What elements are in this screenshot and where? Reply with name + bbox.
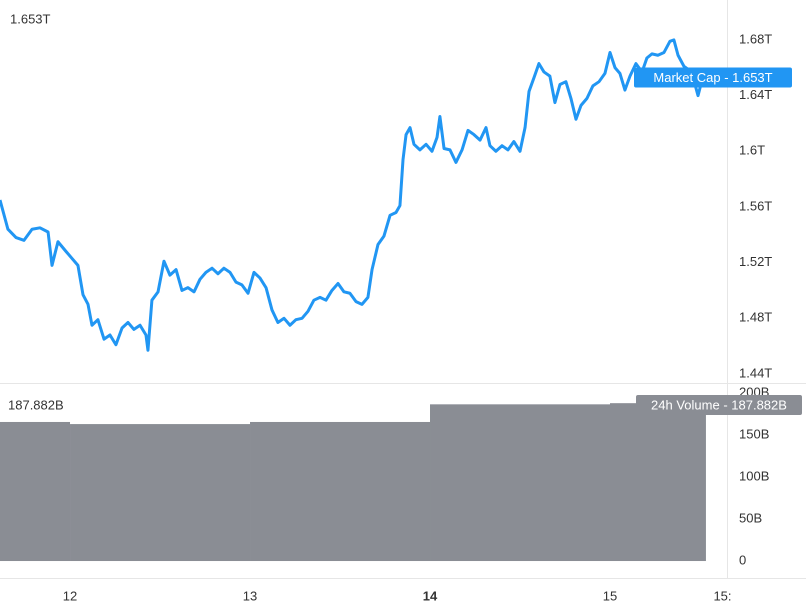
x-tick-label: 15: — [713, 588, 731, 603]
x-tick-label: 12 — [63, 588, 77, 603]
y-tick-label: 1.52T — [739, 254, 772, 269]
y-tick-label: 0 — [739, 552, 746, 567]
y-tick-label: 1.44T — [739, 365, 772, 380]
y-tick-label: 50B — [739, 510, 762, 525]
volume-bar — [70, 424, 251, 562]
volume-bar — [0, 421, 71, 562]
y-tick-label: 1.6T — [739, 143, 765, 158]
y-tick-label: 100B — [739, 468, 769, 483]
x-tick-label: 13 — [243, 588, 257, 603]
volume-bar — [430, 404, 611, 562]
y-tick-label: 1.68T — [739, 31, 772, 46]
value-badge — [634, 67, 792, 88]
badge-label: Market Cap - 1.653T — [653, 70, 772, 85]
y-tick-label: 150B — [739, 426, 769, 441]
x-tick-label: 15 — [603, 588, 617, 603]
price-line — [0, 38, 707, 352]
current-value: 1.653T — [10, 11, 51, 26]
volume-bar — [610, 403, 706, 562]
y-tick-label: 1.64T — [739, 87, 772, 102]
volume-bar — [250, 421, 431, 562]
badge-label: 24h Volume - 187.882B — [651, 397, 787, 412]
value-badge — [636, 395, 802, 415]
y-tick-label: 1.56T — [739, 198, 772, 213]
current-value: 187.882B — [8, 397, 64, 412]
x-tick-label: 14 — [423, 588, 438, 603]
y-tick-label: 1.48T — [739, 310, 772, 325]
